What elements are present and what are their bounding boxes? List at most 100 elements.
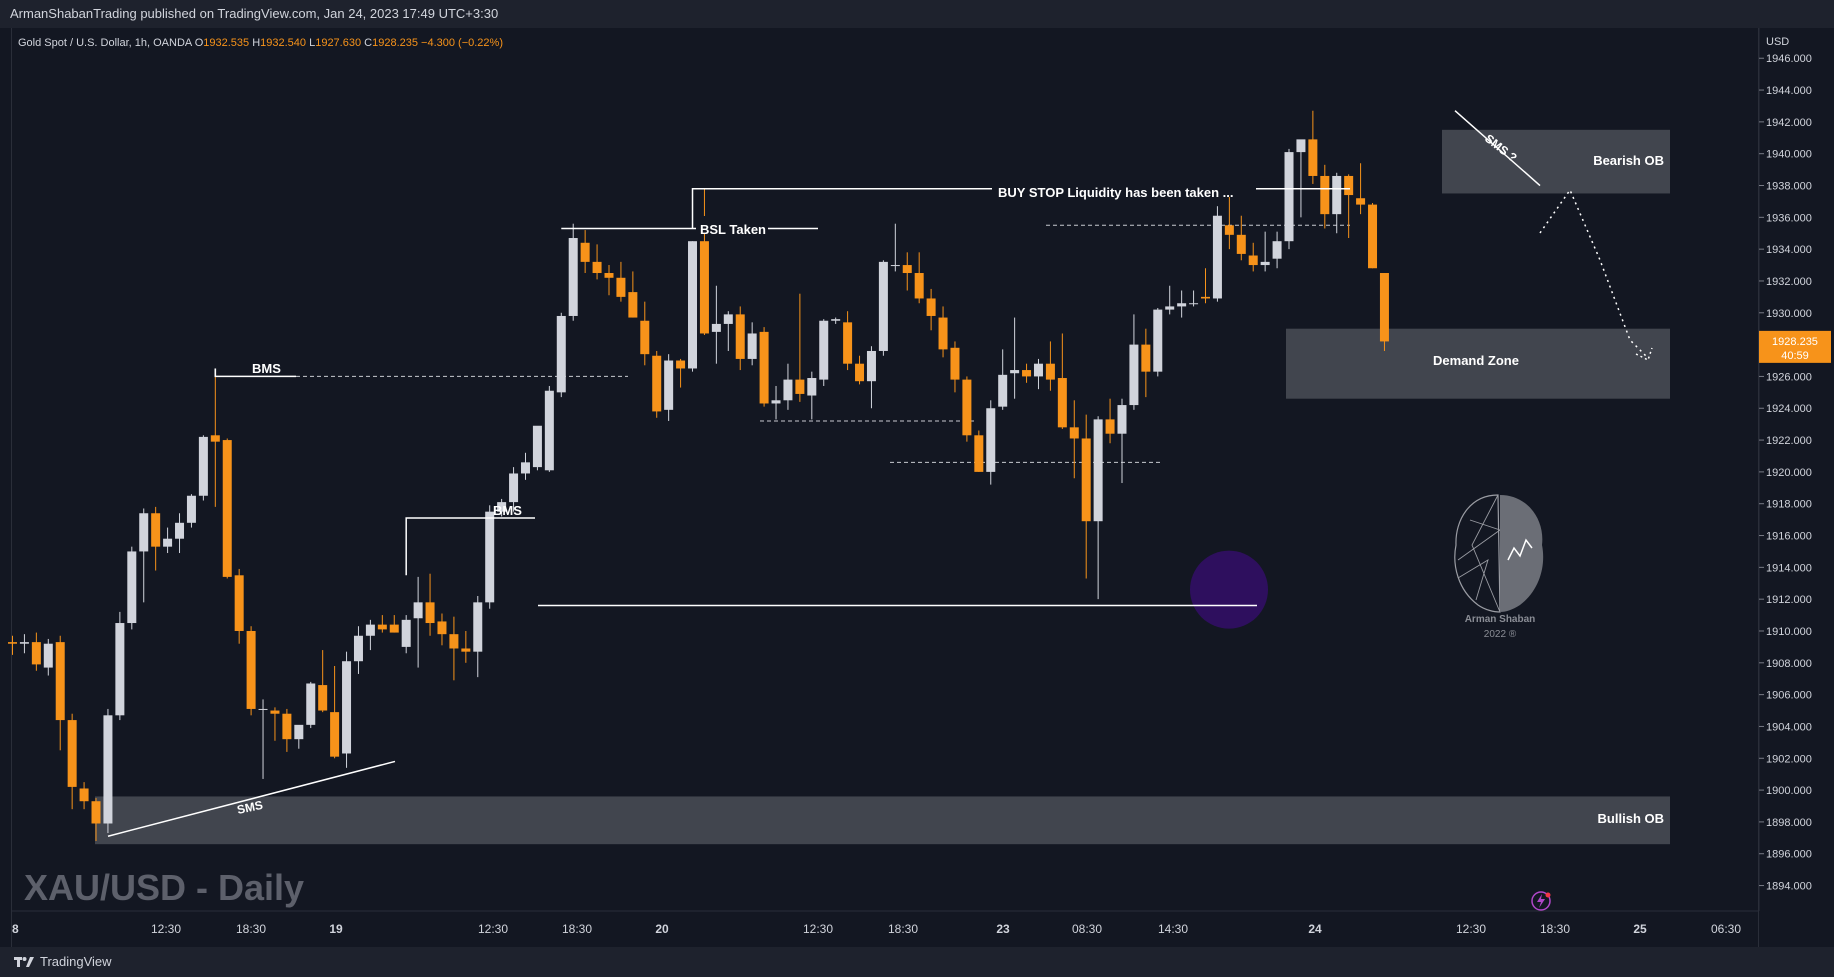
candle: [1320, 164, 1330, 229]
buy-stop-label-bg: [992, 179, 1256, 197]
candle: [1260, 231, 1270, 272]
time-tick-label: 8: [12, 922, 19, 936]
candle-body: [103, 715, 113, 824]
candle: [616, 261, 626, 302]
price-tick-label: 1936.000: [1766, 212, 1812, 224]
time-tick-label: 08:30: [1072, 922, 1102, 936]
price-tick-label: 1934.000: [1766, 244, 1812, 256]
candle: [1236, 215, 1246, 261]
candle: [628, 271, 638, 318]
candle-body: [723, 314, 733, 324]
time-tick-label: 14:30: [1158, 922, 1188, 936]
candle-body: [473, 602, 483, 652]
candle-body: [151, 513, 161, 547]
candle: [855, 355, 865, 385]
candle-body: [938, 317, 948, 350]
candle: [330, 665, 340, 759]
candle-body: [1153, 309, 1163, 372]
candle-body: [556, 315, 566, 393]
candle-body: [1260, 261, 1270, 266]
candle-body: [127, 551, 137, 624]
candle-body: [747, 333, 757, 359]
candle-body: [783, 379, 793, 401]
candle: [389, 615, 399, 633]
bullish-ob-label: Bullish OB: [1598, 811, 1664, 826]
candle-body: [1165, 306, 1175, 310]
legend-change: −4.300 (−0.22%): [421, 37, 503, 49]
price-tick-label: 1900.000: [1766, 785, 1812, 797]
candle: [580, 230, 590, 274]
candle: [103, 708, 113, 834]
price-tick-label: 1898.000: [1766, 817, 1812, 829]
candle-body: [1344, 175, 1354, 196]
candle: [91, 798, 101, 841]
candle: [234, 568, 244, 644]
candle: [449, 616, 459, 681]
candle-body: [986, 408, 996, 472]
candle-body: [676, 360, 686, 369]
candle-body: [437, 621, 447, 635]
tradingview-brand[interactable]: TradingView: [14, 947, 112, 977]
candle: [282, 708, 292, 752]
candle-body: [509, 473, 519, 503]
candle: [139, 508, 149, 603]
candle: [544, 385, 554, 472]
candle-body: [43, 643, 53, 668]
candle: [699, 188, 709, 336]
candle: [974, 430, 984, 472]
candle-body: [616, 277, 626, 297]
candle-body: [115, 623, 125, 716]
candle-body: [306, 683, 316, 725]
last-price-value: 1928.235: [1772, 336, 1818, 348]
candle: [1105, 398, 1115, 444]
candle: [163, 527, 173, 554]
price-tick-label: 1896.000: [1766, 849, 1812, 861]
price-tick-label: 1938.000: [1766, 181, 1812, 193]
candle-body: [222, 440, 232, 577]
candle-body: [139, 513, 149, 552]
time-tick-label: 12:30: [151, 922, 181, 936]
candle-body: [1129, 344, 1139, 406]
buy-stop-label: BUY STOP Liquidity has been taken ...: [998, 185, 1234, 200]
time-tick-label: 24: [1308, 922, 1322, 936]
candle: [735, 306, 745, 371]
candle: [1224, 196, 1234, 250]
candle: [986, 400, 996, 485]
lightning-icon: [1531, 891, 1551, 911]
candle: [1081, 414, 1091, 579]
candle-body: [1272, 241, 1282, 259]
candle: [1201, 268, 1210, 304]
candle-body: [759, 331, 769, 404]
bearish-ob-label: Bearish OB: [1593, 153, 1664, 168]
candle-body: [544, 390, 554, 471]
time-tick-label: 23: [996, 922, 1010, 936]
price-tick-label: 1924.000: [1766, 403, 1812, 415]
candle-body: [962, 379, 972, 436]
candle-body: [1105, 419, 1115, 434]
brain-chart-icon: [1507, 538, 1533, 561]
candle-body: [186, 495, 196, 523]
candle-body: [461, 648, 471, 652]
candle-body: [831, 319, 841, 321]
candle: [1212, 206, 1222, 302]
candle: [676, 358, 686, 388]
candle-body: [294, 724, 304, 740]
candle-body: [31, 642, 41, 665]
candle: [127, 546, 137, 630]
candle-body: [711, 323, 721, 332]
time-tick-label: 20: [655, 922, 669, 936]
candle-body: [855, 363, 865, 382]
candle-body: [902, 265, 912, 274]
legend-o-label: O: [195, 37, 204, 49]
candle: [270, 707, 280, 741]
price-tick-label: 1922.000: [1766, 435, 1812, 447]
price-tick-label: 1910.000: [1766, 626, 1812, 638]
time-tick-label: 19: [329, 922, 343, 936]
candle: [866, 346, 876, 409]
candle: [210, 368, 220, 507]
demand-zone-label: Demand Zone: [1433, 353, 1519, 368]
candle-body: [592, 261, 602, 274]
candle-body: [1069, 427, 1079, 439]
candle: [1022, 363, 1032, 383]
price-chart[interactable]: XAU/USD - Daily BMS BMS BSL Taken BUY STOP L…: [0, 0, 1834, 947]
